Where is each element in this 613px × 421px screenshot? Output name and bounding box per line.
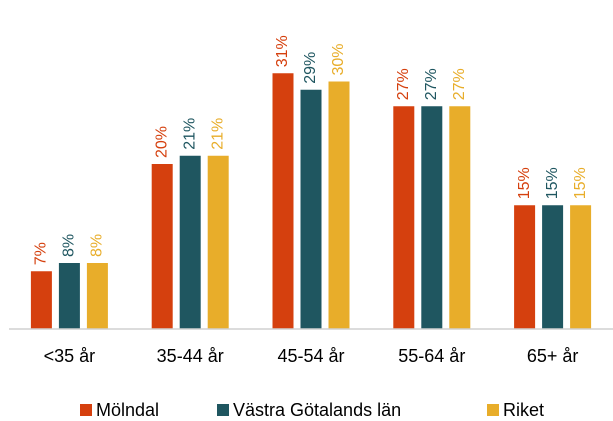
- bar: [570, 205, 592, 329]
- bar: [207, 155, 229, 329]
- value-label: 21%: [181, 118, 198, 150]
- legend-swatch: [487, 404, 499, 416]
- bar: [328, 81, 350, 329]
- value-label: 15%: [544, 167, 561, 199]
- value-label: 15%: [572, 167, 589, 199]
- value-label: 8%: [61, 234, 78, 257]
- x-tick-label: 55-64 år: [398, 346, 465, 366]
- value-label: 21%: [209, 118, 226, 150]
- value-label: 7%: [33, 242, 50, 265]
- x-tick-label: 65+ år: [527, 346, 579, 366]
- bar: [300, 89, 322, 329]
- value-label: 15%: [516, 167, 533, 199]
- legend-swatch: [80, 404, 92, 416]
- bar: [86, 263, 108, 329]
- value-label: 30%: [330, 43, 347, 75]
- value-label: 8%: [89, 234, 106, 257]
- bar: [393, 106, 415, 329]
- legend-swatch: [217, 404, 229, 416]
- value-label: 20%: [153, 126, 170, 158]
- bar: [58, 263, 80, 329]
- value-label: 27%: [451, 68, 468, 100]
- bar: [179, 155, 201, 329]
- value-label: 27%: [423, 68, 440, 100]
- legend-label: Mölndal: [96, 400, 159, 420]
- legend-label: Västra Götalands län: [233, 400, 401, 420]
- bar: [421, 106, 443, 329]
- bar: [272, 73, 294, 329]
- bar: [151, 164, 173, 329]
- x-tick-label: 45-54 år: [277, 346, 344, 366]
- value-label: 27%: [395, 68, 412, 100]
- bar: [449, 106, 471, 329]
- x-tick-label: 35-44 år: [157, 346, 224, 366]
- x-tick-label: <35 år: [44, 346, 96, 366]
- value-label: 31%: [274, 35, 291, 67]
- bar: [542, 205, 564, 329]
- bar: [30, 271, 52, 329]
- bar: [514, 205, 536, 329]
- value-label: 29%: [302, 52, 319, 84]
- legend-label: Riket: [503, 400, 544, 420]
